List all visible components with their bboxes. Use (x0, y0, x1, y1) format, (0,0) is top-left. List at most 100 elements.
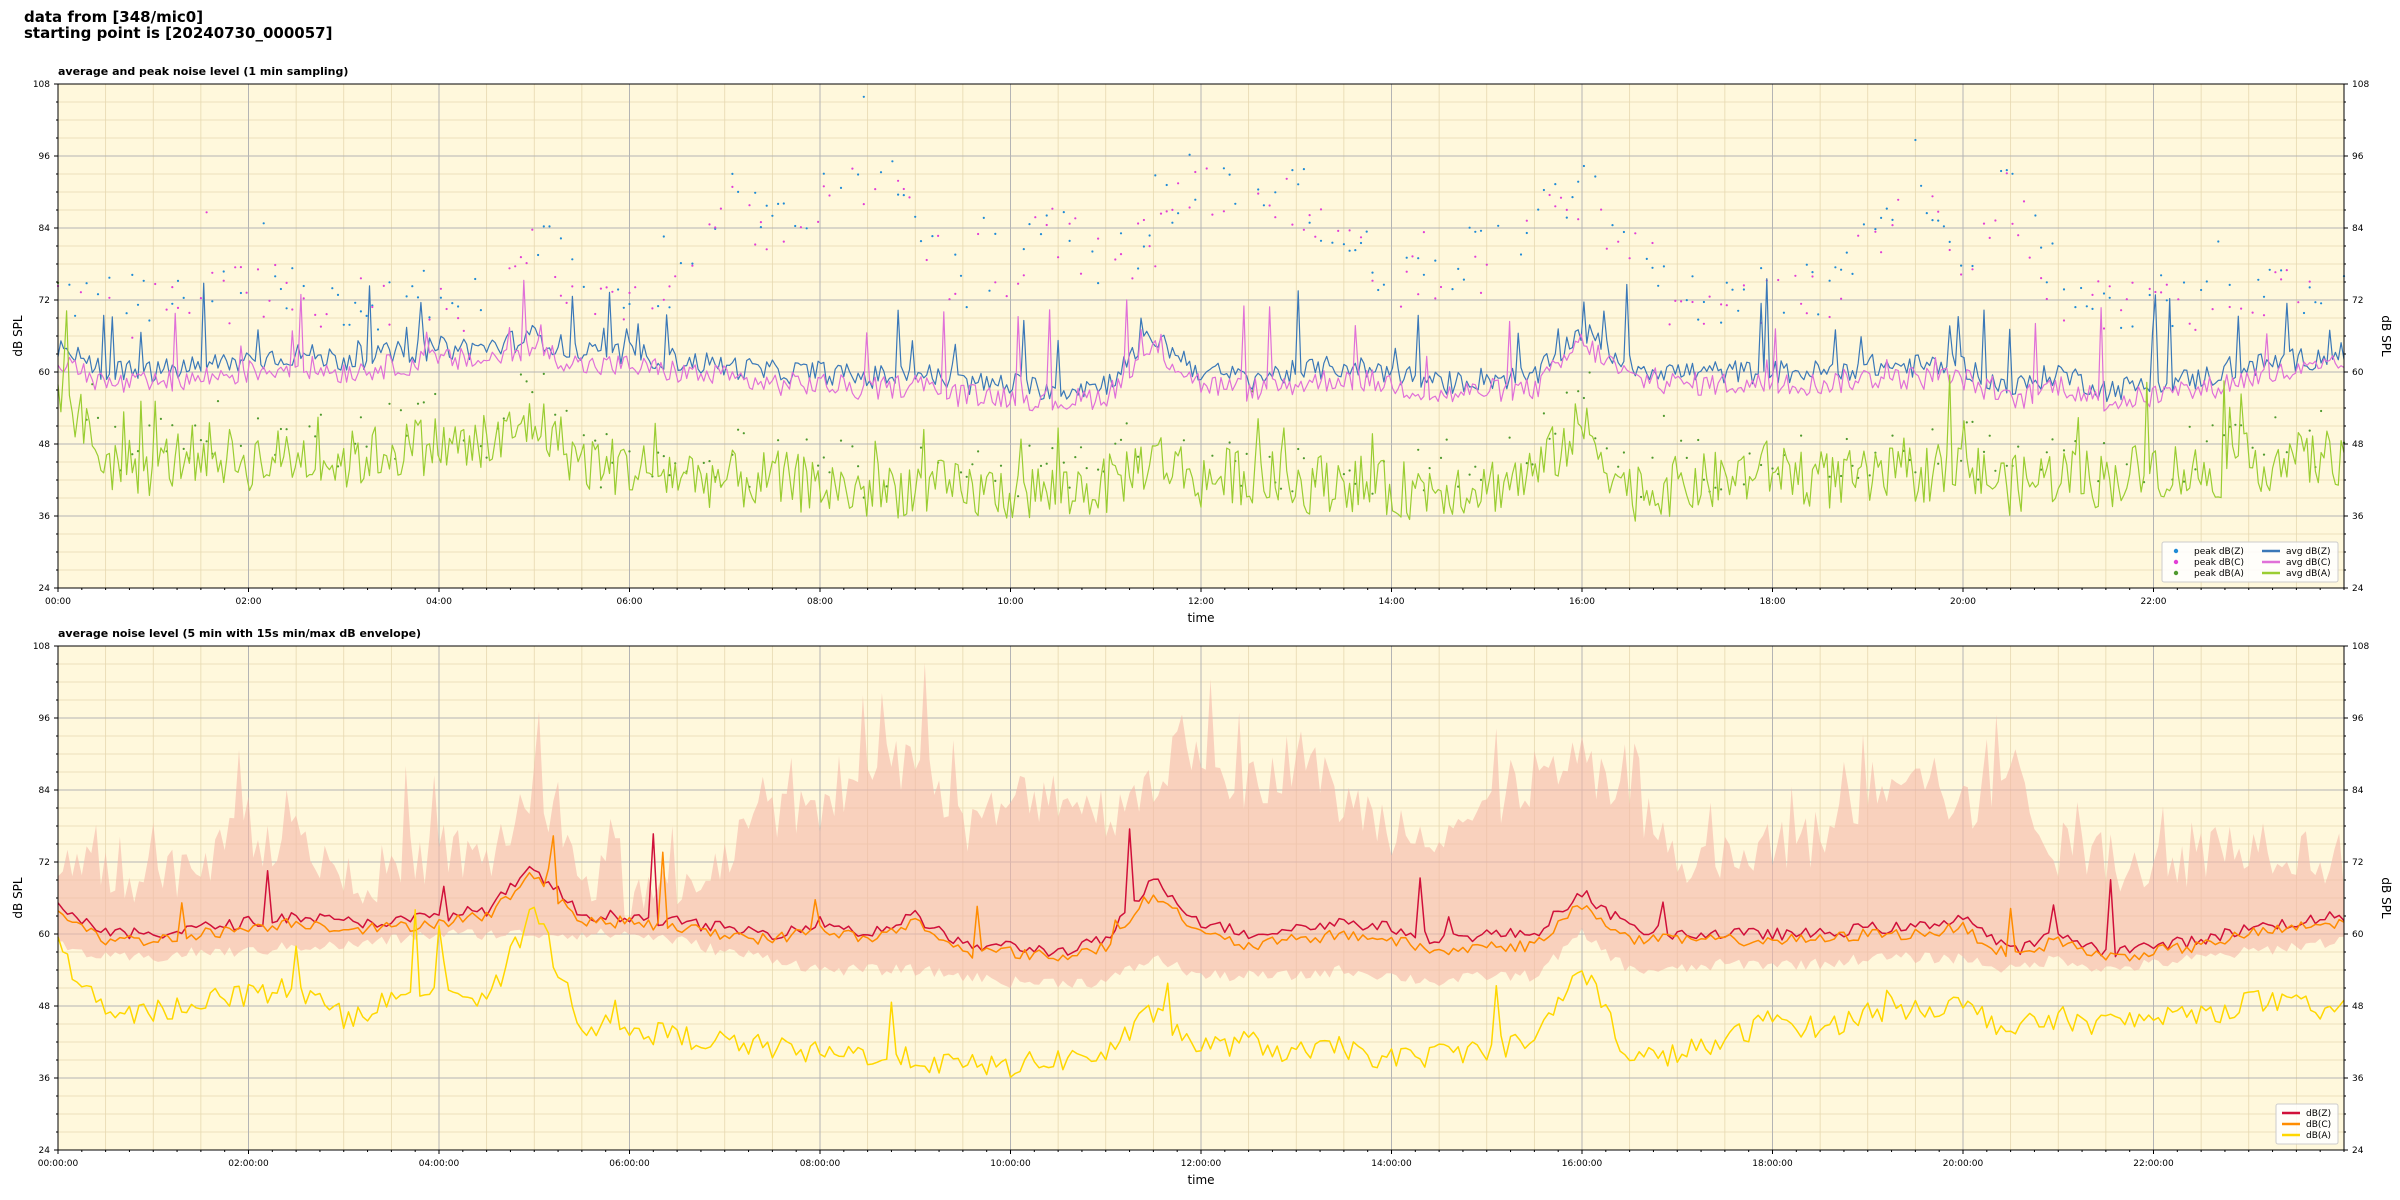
data-point (971, 463, 974, 466)
legend-label: dB(A) (2306, 1131, 2331, 1141)
data-point (559, 237, 563, 240)
data-point (1925, 212, 1928, 215)
x-tick-label: 22:00:00 (2133, 1159, 2174, 1169)
data-point (262, 315, 265, 318)
data-point (1725, 281, 1728, 284)
data-point (2154, 290, 2157, 294)
data-point (2051, 242, 2054, 245)
data-point (731, 172, 734, 175)
data-point (1085, 467, 1088, 470)
legend-label: avg dB(Z) (2286, 547, 2331, 557)
data-point (1891, 218, 1894, 221)
data-point (628, 302, 631, 306)
data-point (2182, 480, 2186, 483)
data-point (2005, 169, 2008, 172)
data-point (457, 317, 460, 320)
data-point (176, 279, 180, 282)
data-point (994, 479, 997, 482)
data-point (285, 428, 288, 431)
x-tick-label: 00:00:00 (38, 1159, 79, 1169)
data-point (2125, 298, 2128, 301)
data-point (1622, 230, 1625, 234)
data-point (411, 285, 414, 288)
figure-title-line2: starting point is [20240730_000057] (24, 24, 333, 42)
chart-title: average and peak noise level (1 min samp… (58, 65, 348, 78)
data-point (1417, 257, 1420, 260)
data-point (96, 416, 100, 419)
data-point (1577, 218, 1580, 221)
data-point (1034, 216, 1037, 219)
data-point (1565, 391, 1568, 394)
data-point (1880, 216, 1883, 219)
data-point (794, 224, 797, 228)
data-point (1714, 486, 1717, 489)
data-point (531, 228, 534, 231)
data-point (805, 227, 808, 230)
data-point (754, 191, 757, 194)
data-point (1228, 441, 1231, 444)
data-point (1708, 295, 1711, 298)
x-tick-label: 02:00 (236, 597, 262, 607)
data-point (1222, 210, 1225, 213)
data-point (1451, 288, 1454, 291)
data-point (954, 253, 957, 256)
data-point (1828, 315, 1831, 319)
data-point (2217, 240, 2220, 243)
x-axis-label: time (1187, 1173, 1214, 1187)
data-point (382, 284, 385, 287)
data-point (1937, 462, 1940, 465)
data-point (1651, 266, 1654, 269)
data-point (605, 286, 608, 289)
data-point (131, 336, 134, 339)
y-tick-label: 96 (39, 714, 51, 724)
chart-panel-bottom: 24 24 36 36 48 48 60 60 72 72 84 84 96 96 108 108 00:00:… (11, 627, 2393, 1187)
data-point (399, 409, 402, 412)
data-point (959, 274, 963, 277)
data-point (1171, 208, 1174, 211)
data-point (1091, 250, 1094, 253)
x-tick-label: 22:00 (2141, 597, 2167, 607)
data-point (982, 216, 985, 219)
legend-label: peak dB(C) (2194, 558, 2244, 568)
data-point (239, 291, 242, 295)
data-point (2314, 301, 2317, 304)
data-point (1971, 268, 1974, 271)
data-point (1622, 451, 1625, 454)
y-tick-label: 84 (39, 224, 51, 234)
data-point (1308, 214, 1311, 217)
data-point (1948, 248, 1951, 252)
data-point (1702, 300, 1705, 304)
data-point (2160, 274, 2163, 277)
data-point (274, 263, 277, 267)
y-axis-label-right: dB SPL (2379, 315, 2393, 357)
data-point (554, 413, 557, 416)
data-point (748, 204, 751, 207)
data-point (1565, 216, 1568, 219)
data-point (314, 313, 317, 316)
data-point (965, 306, 968, 309)
data-point (1479, 291, 1483, 294)
data-point (1548, 437, 1551, 440)
data-point (1840, 268, 1843, 271)
data-point (2308, 429, 2311, 432)
data-point (1800, 434, 1803, 437)
data-point (1457, 267, 1460, 270)
data-point (1051, 207, 1054, 210)
data-point (2062, 319, 2066, 322)
data-point (114, 425, 117, 428)
data-point (2131, 281, 2134, 284)
data-point (565, 301, 568, 304)
data-point (1297, 447, 1300, 451)
data-point (2171, 324, 2174, 328)
data-point (279, 427, 282, 431)
data-point (1662, 265, 1665, 268)
data-point (1840, 297, 1843, 300)
data-point (799, 226, 803, 229)
data-point (216, 400, 220, 403)
data-point (1045, 462, 1048, 465)
data-point (1931, 219, 1934, 222)
x-tick-label: 14:00:00 (1371, 1159, 1412, 1169)
data-point (1142, 245, 1145, 248)
data-point (451, 302, 454, 305)
data-point (1297, 183, 1300, 186)
